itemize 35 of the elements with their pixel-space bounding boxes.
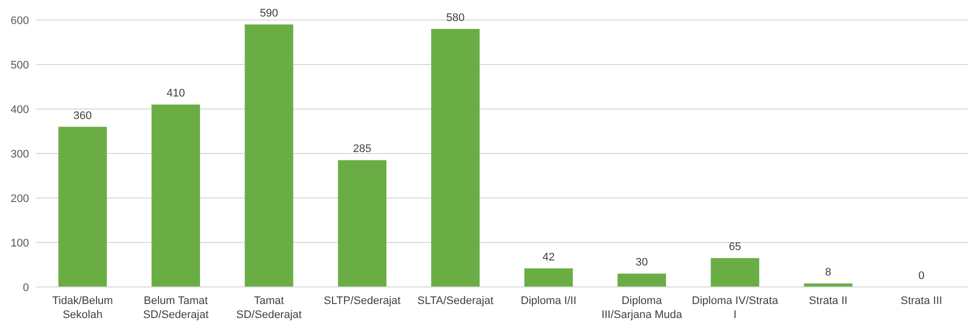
y-tick-label: 600 [10,15,29,27]
data-label: 285 [353,143,372,156]
x-tick-label: Diploma III/Sarjana Muda [601,295,684,321]
x-tick-label: Tamat SD/Sederajat [236,295,302,321]
x-tick-label: SLTP/Sederajat [324,295,401,307]
y-tick-label: 200 [10,193,29,205]
x-tick-label: Tidak/Belum Sekolah [52,295,113,321]
y-tick-label: 100 [10,238,29,250]
y-tick-label: 400 [10,104,29,116]
data-label: 65 [728,241,742,254]
x-tick-label: Belum Tamat SD/Sederajat [143,295,209,321]
data-label: 8 [825,266,832,278]
data-label: 42 [542,251,555,264]
x-tick-label: Diploma I/II [520,295,576,307]
bar [152,104,200,287]
bar [710,258,760,287]
bar [58,126,107,287]
data-label: 580 [446,12,465,24]
bar [244,24,294,287]
bar [524,268,573,287]
data-label: 30 [636,256,648,269]
data-label: 360 [73,110,92,122]
bar [431,28,480,287]
x-tick-label: Strata III [900,295,942,307]
data-label: 590 [260,7,278,20]
data-label: 410 [166,88,185,100]
x-tick-label: Strata II [808,295,848,307]
y-tick-label: 0 [22,282,29,294]
y-tick-label: 300 [10,148,29,160]
bar [618,274,666,287]
bar [338,160,386,287]
x-tick-label: SLTA/Sederajat [417,295,494,307]
y-tick-label: 500 [10,60,29,72]
data-label: 0 [918,270,924,282]
x-tick-label: Diploma IV/Strata I [692,295,779,321]
